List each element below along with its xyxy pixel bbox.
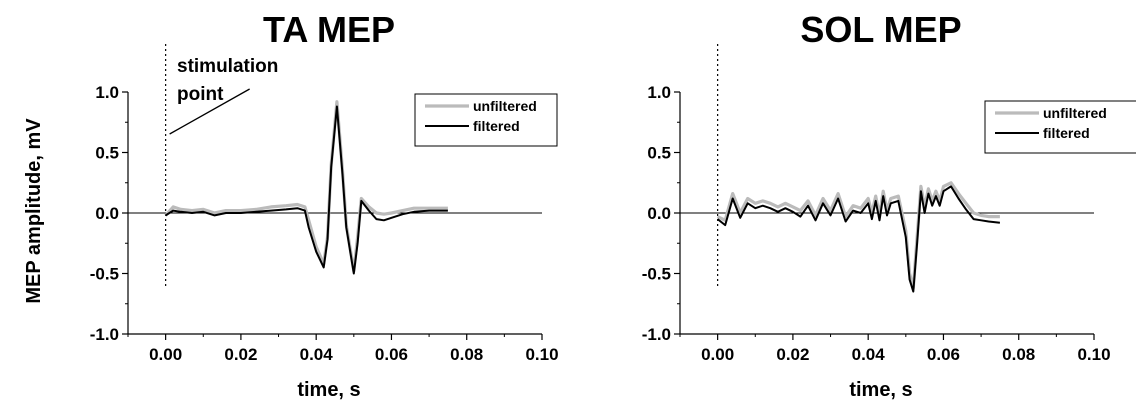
legend: unfiltered filtered (414, 93, 558, 147)
x-tick-label: 0.06 (927, 345, 960, 364)
x-tick-label: 0.02 (224, 345, 257, 364)
x-tick-label: 0.10 (525, 345, 558, 364)
x-tick-label: 0.00 (149, 345, 182, 364)
chart-title: SOL MEP (800, 9, 961, 50)
y-tick-label: -1.0 (90, 325, 119, 344)
x-axis-label: time, s (849, 379, 912, 401)
legend-label-filtered: filtered (1043, 125, 1090, 141)
y-tick-label: -1.0 (642, 325, 671, 344)
y-tick-label: 0.5 (95, 144, 119, 163)
x-axis-label: time, s (297, 379, 360, 401)
annotation-pointer (169, 88, 250, 135)
legend-label-unfiltered: unfiltered (1043, 105, 1107, 121)
x-tick-label: 0.02 (776, 345, 809, 364)
x-tick-label: 0.08 (450, 345, 483, 364)
x-tick-label: 0.10 (1077, 345, 1110, 364)
x-tick-label: 0.06 (375, 345, 408, 364)
y-axis-label: MEP amplitude, mV (23, 118, 45, 304)
y-tick-label: 1.0 (95, 83, 119, 102)
series-line-unfiltered (164, 100, 448, 273)
legend: unfiltered filtered (984, 100, 1136, 154)
series-line-filtered (165, 105, 448, 275)
legend-box (984, 100, 1136, 154)
chart-ta-mep: TA MEP 1.0 0.5 0.0 -0.5 -1.0 0.00 0.02 0.04 0.06 0… (90, 9, 559, 401)
annotation-line-1: stimulation (177, 56, 278, 77)
x-tick-label: 0.08 (1002, 345, 1035, 364)
y-tick-label: 0.0 (95, 204, 119, 223)
y-tick-label: 1.0 (647, 83, 671, 102)
chart-title: TA MEP (263, 9, 395, 50)
x-tick-label: 0.04 (852, 345, 886, 364)
y-tick-label: -0.5 (90, 265, 119, 284)
annotation-line-2: point (177, 84, 224, 105)
x-tick-label: 0.00 (701, 345, 734, 364)
legend-box (414, 93, 558, 147)
y-tick-label: 0.0 (647, 204, 671, 223)
x-tick-label: 0.04 (300, 345, 334, 364)
legend-label-filtered: filtered (473, 118, 520, 134)
chart-sol-mep: SOL MEP 1.0 0.5 0.0 -0.5 -1.0 0.00 0.02 0.04 0.06… (642, 9, 1136, 401)
series-line-filtered (716, 185, 1001, 293)
y-tick-label: -0.5 (642, 265, 671, 284)
legend-label-unfiltered: unfiltered (473, 98, 537, 114)
y-tick-label: 0.5 (647, 144, 671, 163)
